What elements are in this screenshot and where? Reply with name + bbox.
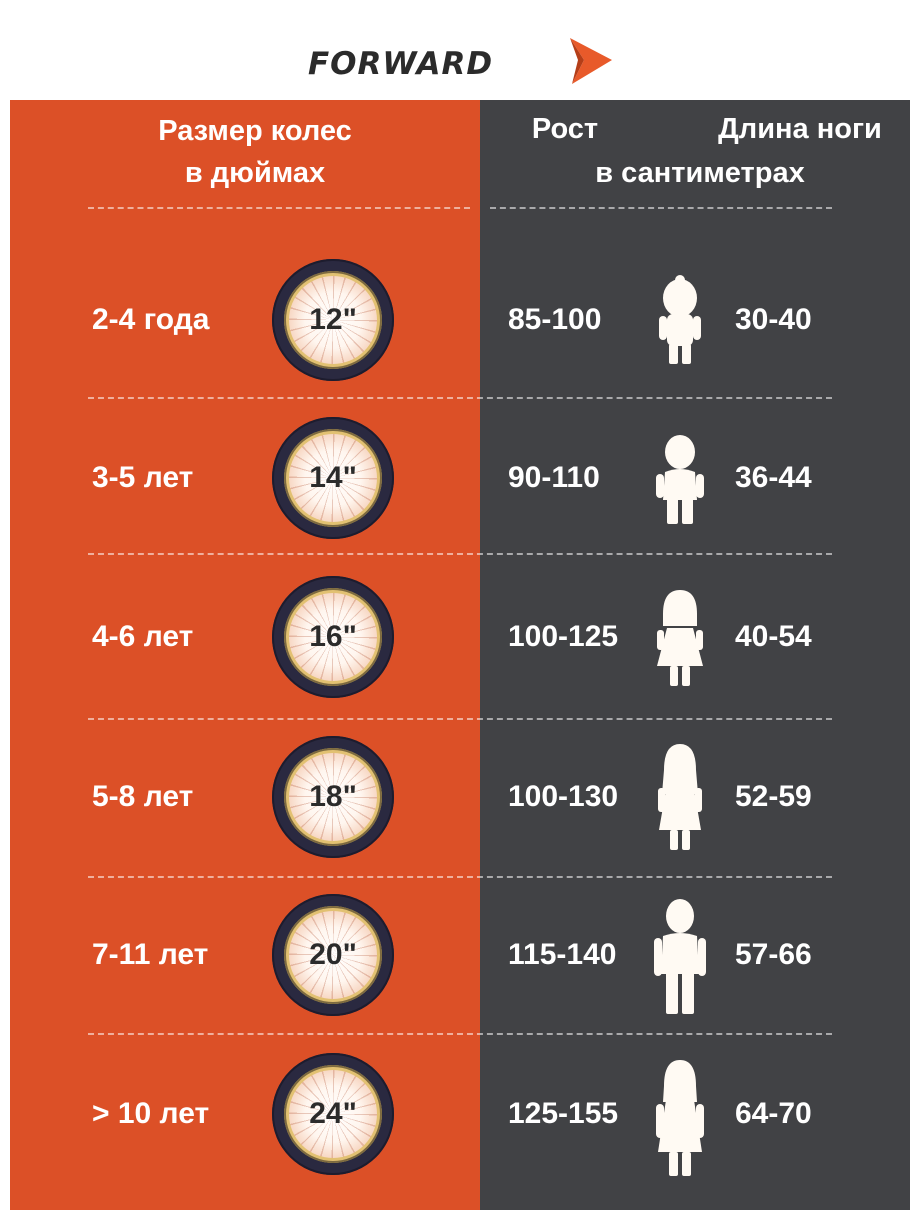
wheel-icon: 12" (272, 259, 394, 381)
age-range: 3-5 лет (92, 461, 194, 494)
units-header: в сантиметрах (595, 157, 805, 189)
leg-length-header: Длина ноги (718, 113, 882, 145)
age-range: 7-11 лет (92, 938, 209, 971)
wheel-icon: 18" (272, 736, 394, 858)
header-divider-left (88, 207, 470, 209)
row-divider (88, 397, 832, 399)
height-range: 115-140 (508, 938, 617, 971)
wheel-size-panel (10, 100, 480, 1210)
girl-icon (645, 1056, 715, 1180)
height-range: 125-155 (508, 1097, 619, 1130)
height-range: 100-130 (508, 780, 619, 813)
girl-long-hair-icon (645, 740, 715, 852)
wheel-size: 16" (309, 620, 357, 653)
leg-length-range: 40-54 (735, 620, 812, 653)
age-range: 5-8 лет (92, 780, 194, 813)
leg-length-range: 64-70 (735, 1097, 812, 1130)
wheel-icon: 14" (272, 417, 394, 539)
leg-length-range: 52-59 (735, 780, 812, 813)
wheel-size-header-line1: Размер колес (158, 115, 352, 147)
boy-icon (645, 432, 715, 528)
header-divider-right (490, 207, 832, 209)
logo-bar: FORWARD (0, 0, 920, 100)
brand-arrow-icon (570, 38, 612, 84)
leg-length-range: 57-66 (735, 938, 812, 971)
girl-icon (645, 586, 715, 690)
wheel-size: 14" (309, 461, 357, 494)
row-divider (88, 1033, 832, 1035)
wheel-size: 20" (309, 938, 357, 971)
wheel-size-header: Размер колес в дюймах (60, 110, 450, 194)
age-range: 2-4 года (92, 303, 210, 336)
brand-logo: FORWARD (308, 46, 494, 82)
age-range: 4-6 лет (92, 620, 194, 653)
wheel-size: 18" (309, 780, 357, 813)
height-range: 85-100 (508, 303, 602, 336)
wheel-icon: 20" (272, 894, 394, 1016)
wheel-icon: 16" (272, 576, 394, 698)
row-divider (88, 718, 832, 720)
row-divider (88, 876, 832, 878)
height-header: Рост (531, 113, 599, 145)
age-range: > 10 лет (92, 1097, 210, 1130)
row-divider (88, 553, 832, 555)
toddler-icon (645, 272, 715, 368)
wheel-size: 24" (309, 1097, 357, 1130)
wheel-size: 12" (309, 303, 357, 336)
height-range: 100-125 (508, 620, 619, 653)
wheel-icon: 24" (272, 1053, 394, 1175)
leg-length-range: 30-40 (735, 303, 812, 336)
boy-icon (645, 896, 715, 1018)
leg-length-range: 36-44 (735, 461, 812, 494)
height-range: 90-110 (508, 461, 600, 494)
wheel-size-header-line2: в дюймах (184, 157, 326, 189)
